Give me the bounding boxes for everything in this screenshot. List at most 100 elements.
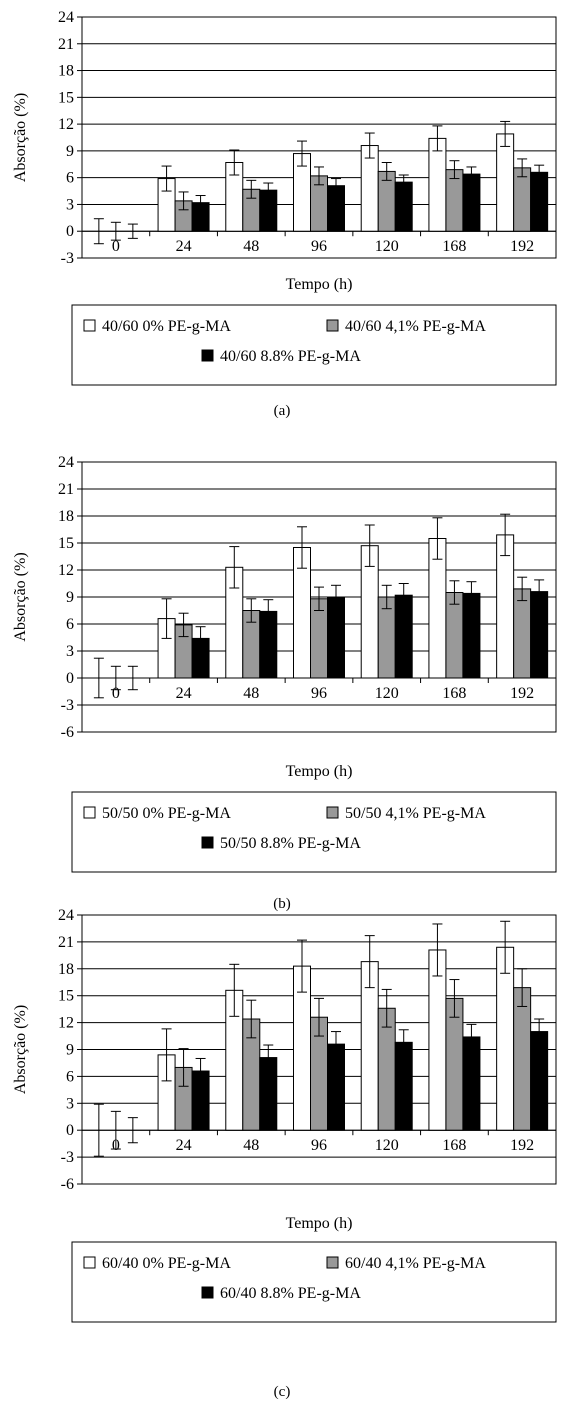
y-tick-label: -3	[61, 697, 74, 714]
x-axis-label: Tempo (h)	[286, 1215, 353, 1232]
legend-label: 50/50 0% PE-g-MA	[102, 805, 231, 822]
x-tick-label: 0	[112, 238, 120, 255]
x-axis-label: Tempo (h)	[286, 763, 353, 780]
y-tick-label: 24	[58, 9, 74, 26]
y-tick-label: 3	[66, 196, 74, 213]
legend-label: 60/40 8.8% PE-g-MA	[220, 1285, 361, 1302]
x-tick-label: 24	[176, 685, 192, 702]
y-tick-label: 3	[66, 1095, 74, 1112]
x-tick-label: 48	[243, 238, 259, 255]
y-tick-label: 12	[58, 1015, 74, 1032]
x-tick-label: 48	[243, 1137, 259, 1154]
bar	[463, 593, 480, 678]
x-tick-label: 0	[112, 1137, 120, 1154]
y-tick-label: -3	[61, 250, 74, 267]
panel-label: (b)	[273, 896, 291, 912]
legend-swatch	[327, 1257, 338, 1268]
x-tick-label: 120	[375, 1137, 399, 1154]
bar	[429, 138, 446, 231]
x-tick-label: 192	[510, 1137, 534, 1154]
bar	[395, 1042, 412, 1130]
y-tick-label: 12	[58, 116, 74, 133]
y-tick-label: 9	[66, 1042, 74, 1059]
legend-label: 40/60 0% PE-g-MA	[102, 318, 231, 335]
x-axis-label: Tempo (h)	[286, 276, 353, 293]
y-tick-label: 0	[66, 223, 74, 240]
x-tick-label: 96	[311, 685, 327, 702]
legend-swatch	[202, 1287, 213, 1298]
bar	[463, 1037, 480, 1130]
y-tick-label: 15	[58, 988, 74, 1005]
legend-swatch	[327, 807, 338, 818]
y-tick-label: 0	[66, 670, 74, 687]
legend-box	[72, 1242, 556, 1322]
legend-label: 60/40 4,1% PE-g-MA	[345, 1255, 486, 1272]
legend-swatch	[84, 320, 95, 331]
legend-label: 40/60 8.8% PE-g-MA	[220, 348, 361, 365]
panel-label: (c)	[274, 1384, 291, 1400]
legend-label: 50/50 4,1% PE-g-MA	[345, 805, 486, 822]
legend-swatch	[84, 1257, 95, 1268]
bar	[514, 168, 531, 231]
y-tick-label: 9	[66, 143, 74, 160]
bar	[531, 172, 548, 231]
y-tick-label: 12	[58, 562, 74, 579]
y-tick-label: 21	[58, 36, 74, 53]
x-tick-label: 192	[510, 238, 534, 255]
bar	[497, 535, 514, 678]
bar	[446, 593, 463, 679]
legend-label: 50/50 8.8% PE-g-MA	[220, 835, 361, 852]
y-tick-label: 21	[58, 481, 74, 498]
y-tick-label: 18	[58, 961, 74, 978]
bar	[497, 134, 514, 231]
y-tick-label: 6	[66, 170, 74, 187]
bar	[429, 950, 446, 1130]
bar	[463, 174, 480, 231]
y-tick-label: -6	[61, 1176, 74, 1193]
bar	[531, 1032, 548, 1131]
x-tick-label: 96	[311, 238, 327, 255]
y-tick-label: 0	[66, 1122, 74, 1139]
x-tick-label: 0	[112, 685, 120, 702]
bar	[531, 592, 548, 678]
y-tick-label: 18	[58, 508, 74, 525]
x-tick-label: 192	[510, 685, 534, 702]
legend-swatch	[202, 350, 213, 361]
y-axis-label: Absorção (%)	[12, 93, 29, 182]
y-tick-label: 21	[58, 934, 74, 951]
x-tick-label: 48	[243, 685, 259, 702]
x-tick-label: 168	[442, 685, 466, 702]
y-tick-label: 3	[66, 643, 74, 660]
y-tick-label: 18	[58, 63, 74, 80]
chart-panel-2: 24211815129630-3-6Absorção (%)0 24 48 96 120…	[12, 454, 556, 912]
y-tick-label: -6	[61, 724, 74, 741]
bar	[497, 947, 514, 1130]
legend-swatch	[84, 807, 95, 818]
chart-panel-1: 24211815129630-3Absorção (%)0 24 48 96 120 16…	[12, 9, 556, 419]
x-tick-label: 24	[176, 1137, 192, 1154]
y-tick-label: 6	[66, 1068, 74, 1085]
y-tick-label: 6	[66, 616, 74, 633]
x-tick-label: 168	[442, 238, 466, 255]
legend-swatch	[202, 837, 213, 848]
bar	[446, 998, 463, 1130]
y-axis-label: Absorção (%)	[12, 1005, 29, 1094]
y-tick-label: 9	[66, 589, 74, 606]
bar	[395, 595, 412, 678]
panel-label: (a)	[274, 403, 291, 419]
x-tick-label: 24	[176, 238, 192, 255]
legend-swatch	[327, 320, 338, 331]
legend-label: 40/60 4,1% PE-g-MA	[345, 318, 486, 335]
x-tick-label: 168	[442, 1137, 466, 1154]
y-axis-label: Absorção (%)	[12, 552, 29, 641]
x-tick-label: 120	[375, 685, 399, 702]
bar	[514, 589, 531, 678]
legend-box	[72, 305, 556, 385]
y-tick-label: 15	[58, 535, 74, 552]
bar	[514, 988, 531, 1131]
y-tick-label: -3	[61, 1149, 74, 1166]
y-tick-label: 15	[58, 89, 74, 106]
